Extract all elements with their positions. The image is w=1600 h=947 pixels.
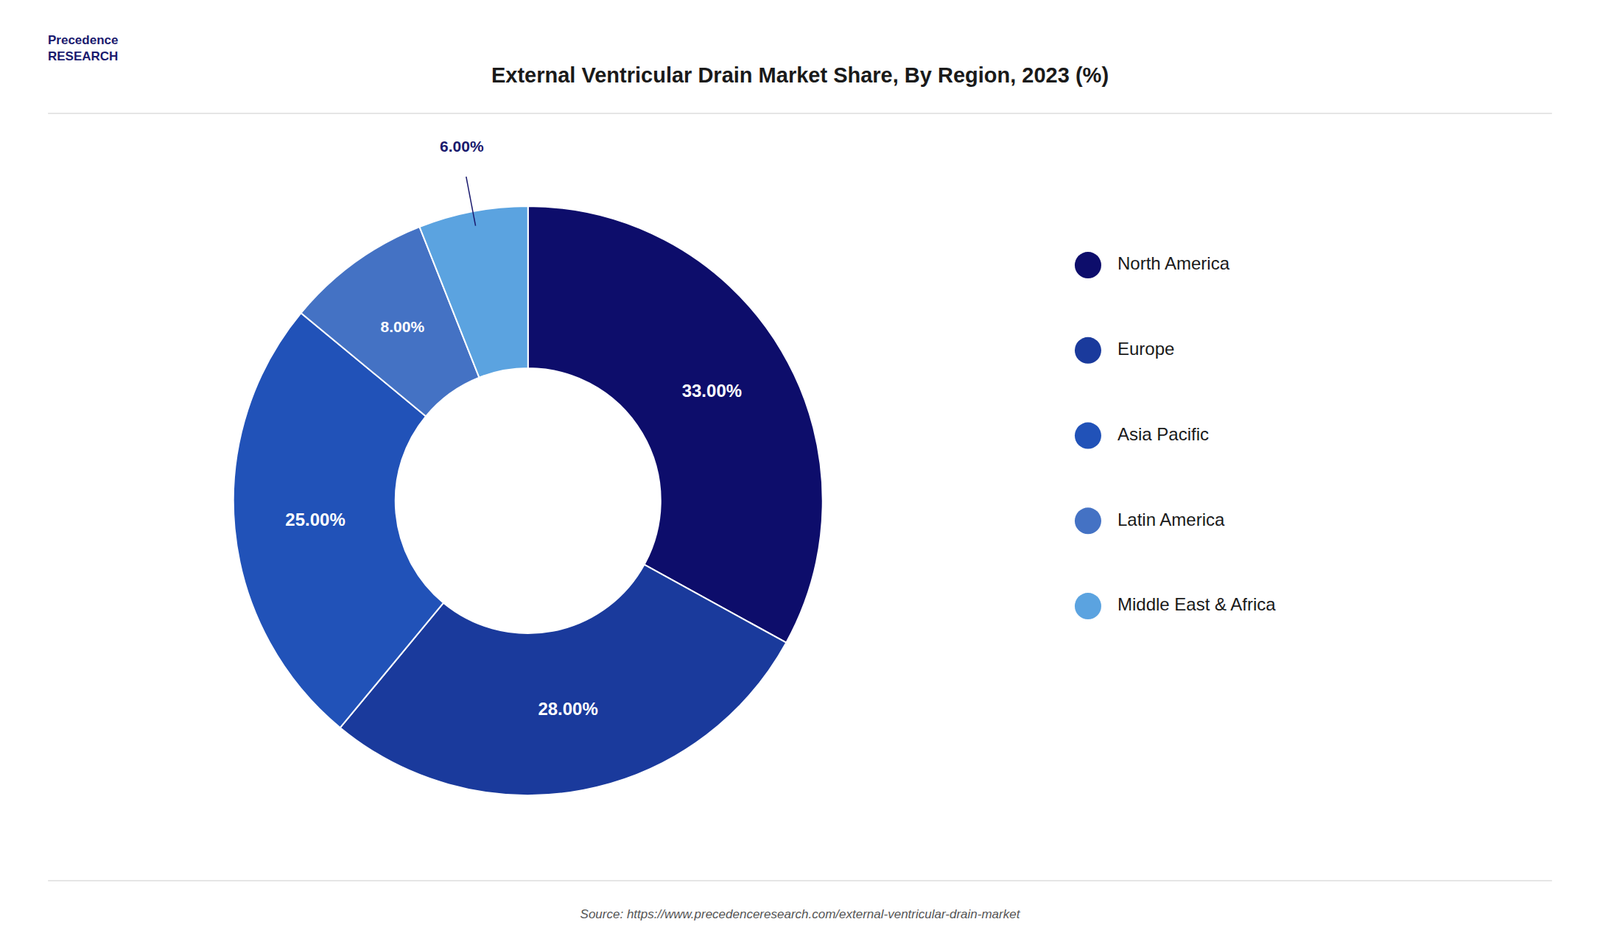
- data-label: 28.00%: [537, 699, 598, 719]
- slice: [528, 206, 823, 644]
- donut: [233, 206, 823, 796]
- data-label: 33.00%: [682, 380, 742, 401]
- divider: [47, 880, 1553, 882]
- legend-label: Middle East & Africa: [1117, 594, 1276, 615]
- legend-swatch: [1074, 251, 1102, 279]
- legend-swatch: [1074, 593, 1102, 620]
- data-labels: 33.00% 28.00% 25.00% 8.00% 6.00%: [285, 137, 742, 719]
- legend-swatch: [1074, 422, 1102, 450]
- source-text: Source: https://www.precedenceresearch.c…: [580, 907, 1021, 922]
- title: External Ventricular Drain Market Share,…: [491, 63, 1109, 87]
- legend-swatch: [1074, 337, 1102, 364]
- logo-text: RESEARCH: [47, 49, 118, 64]
- data-label: 25.00%: [285, 509, 345, 530]
- chart: PrecedenceRESEARCH External Ventricular D…: [0, 0, 1600, 947]
- logo-text: Precedence: [47, 33, 118, 48]
- legend-label: Latin America: [1117, 509, 1226, 530]
- data-label: 6.00%: [439, 137, 484, 155]
- legend-swatch: [1074, 507, 1102, 535]
- data-label: 8.00%: [380, 318, 426, 336]
- legend-label: Europe: [1117, 338, 1175, 359]
- slice: [419, 206, 529, 378]
- legend-label: North America: [1117, 253, 1231, 274]
- legend: North America Europe Asia Pacific Latin Ame…: [1074, 251, 1276, 620]
- divider: [47, 113, 1553, 115]
- legend-label: Asia Pacific: [1117, 424, 1209, 445]
- label-connector: [466, 176, 476, 227]
